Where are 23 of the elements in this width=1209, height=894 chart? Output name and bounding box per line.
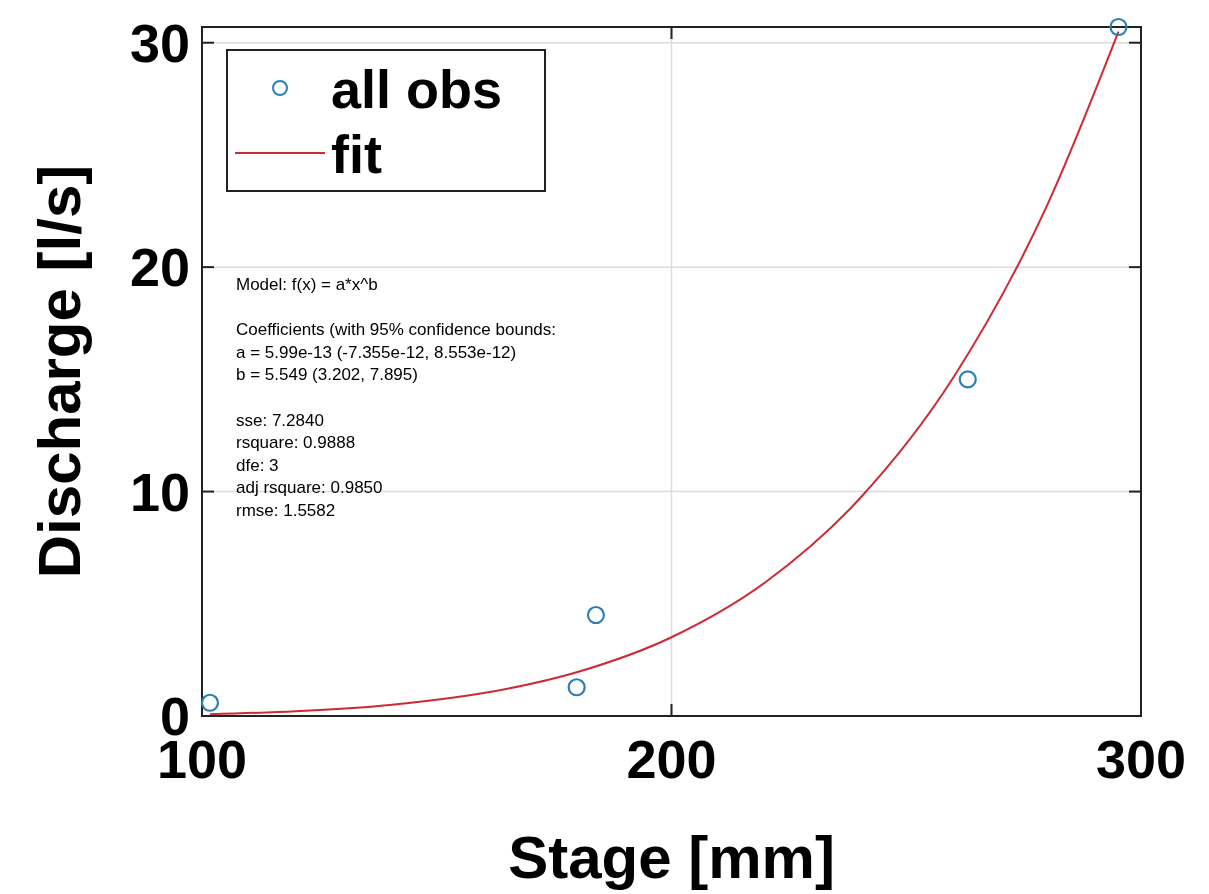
legend-label: all obs (331, 59, 503, 119)
y-tick-label: 20 (129, 237, 190, 298)
y-axis-title: Discharge [l/s] (26, 164, 93, 579)
annotation: rsquare: 0.9888 (236, 433, 356, 453)
point (567, 678, 586, 697)
y-tick-label: 30 (129, 12, 190, 73)
annotation: a = 5.99e-13 (-7.355e-12, 8.553e-12) (236, 342, 517, 362)
annotation: Coefficients (with 95% confidence bounds: (236, 320, 557, 340)
legend-label: fit (331, 124, 382, 184)
x-tick-label: 200 (626, 729, 717, 789)
annotation: Model: f(x) = a*x^b (236, 275, 378, 294)
annotation: adj rsquare: 0.9850 (236, 478, 383, 498)
annotation: b = 5.549 (3.202, 7.895) (236, 365, 418, 385)
y-tick-label: 10 (129, 461, 190, 522)
x-tick-label: 300 (1095, 729, 1187, 789)
annotation: sse: 7.2840 (236, 410, 324, 430)
point (958, 370, 977, 389)
x-axis-title: Stage [mm] (508, 824, 835, 891)
point (200, 693, 220, 712)
point (586, 605, 606, 625)
point (1109, 17, 1128, 37)
annotation: dfe: 3 (236, 455, 279, 475)
annotation: rmse: 1.5582 (236, 501, 336, 520)
